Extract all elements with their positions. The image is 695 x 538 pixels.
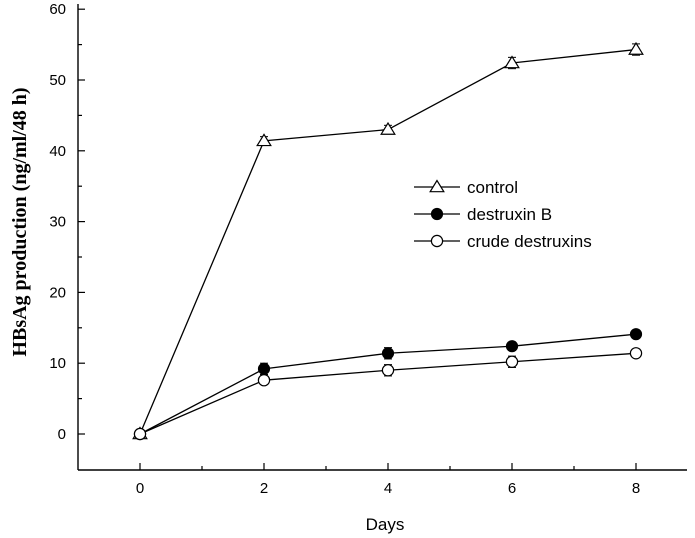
data-point-control-2	[380, 121, 396, 135]
axes	[77, 4, 687, 471]
legend-item-control: control	[414, 178, 518, 197]
data-point-control-3	[504, 55, 520, 69]
data-point-crude-destruxins-4	[629, 347, 643, 360]
data-point-crude-destruxins-2	[381, 364, 395, 377]
y-tick-label-1: 10	[49, 355, 66, 372]
legend-label-destruxin-b: destruxin B	[467, 205, 552, 224]
y-tick-label-2: 20	[49, 284, 66, 301]
legend-label-crude-destruxins: crude destruxins	[467, 232, 592, 251]
x-tick-label-0: 0	[136, 480, 144, 497]
legend: control destruxin B crude destruxins	[414, 178, 592, 251]
y-tick-label-0: 0	[58, 426, 66, 443]
data-point-control-1	[256, 133, 272, 147]
y-axis-title: HBsAg production (ng/ml/48 h)	[9, 87, 31, 356]
x-ticks: 0 2 4 6 8	[136, 463, 640, 497]
data-point-destruxin-b-4	[629, 328, 643, 341]
series-crude-destruxins	[133, 347, 643, 441]
x-tick-label-2: 4	[384, 480, 392, 497]
legend-marker-control	[429, 179, 445, 193]
data-point-crude-destruxins-0	[133, 427, 147, 441]
series-destruxin-b	[133, 328, 643, 441]
x-tick-label-1: 2	[260, 480, 268, 497]
data-point-destruxin-b-3	[505, 340, 519, 353]
x-axis-title: Days	[366, 515, 405, 534]
y-tick-label-5: 50	[49, 72, 66, 89]
y-ticks: 0 10 20 30 40 50 60	[49, 1, 85, 443]
y-tick-label-6: 60	[49, 1, 66, 18]
legend-marker-crude-destruxins	[430, 234, 444, 248]
data-point-crude-destruxins-3	[505, 355, 519, 368]
series-layer	[132, 41, 644, 441]
data-point-crude-destruxins-1	[257, 373, 271, 387]
legend-marker-destruxin-b	[430, 207, 444, 221]
x-tick-label-4: 8	[632, 480, 640, 497]
x-tick-label-3: 6	[508, 480, 516, 497]
data-point-destruxin-b-1	[257, 362, 271, 375]
legend-label-control: control	[467, 178, 518, 197]
legend-item-crude-destruxins: crude destruxins	[414, 232, 592, 251]
y-tick-label-3: 30	[49, 214, 66, 231]
data-point-control-4	[628, 41, 644, 55]
y-tick-label-4: 40	[49, 143, 66, 160]
data-point-destruxin-b-2	[381, 347, 395, 360]
legend-item-destruxin-b: destruxin B	[414, 205, 552, 224]
